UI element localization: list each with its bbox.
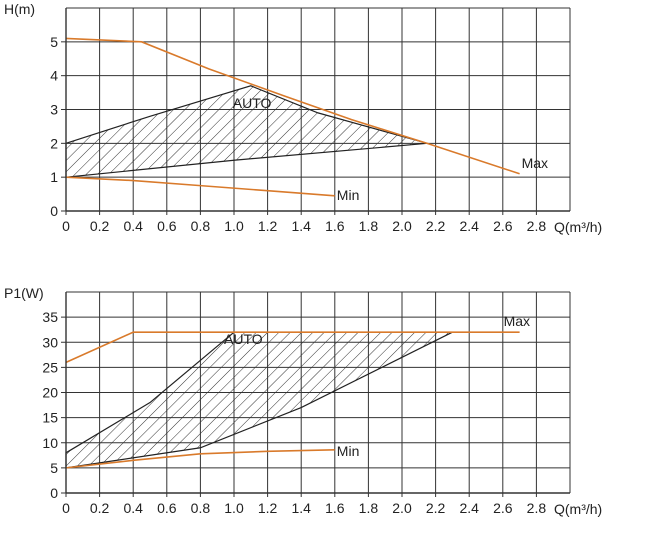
y-tick-label: 10 [42,435,58,451]
y-tick-label: 3 [50,102,58,118]
y-axis-title: P1(W) [4,285,44,301]
power-chart: 0 0.2 0.4 0.6 0.8 1.0 1.2 1.4 1.6 1.8 2.0 2.2 2.4 2.6… [4,285,602,517]
x-tick-label: 1.8 [359,218,379,234]
x-tick-label: 2.0 [392,500,412,516]
x-tick-label: 2.8 [527,218,547,234]
y-tick-label: 30 [42,334,58,350]
x-tick-label: 0.4 [123,218,143,234]
series-max-line [65,37,520,175]
y-tick-label: 1 [50,169,58,185]
y-tick-label: 4 [50,68,58,84]
series-min-line [65,176,335,197]
x-tick-label: 1.2 [258,500,278,516]
x-tick-label: 1.6 [325,218,345,234]
auto-region [65,331,453,469]
y-tick-label: 15 [42,410,58,426]
x-tick-label: 1.4 [291,218,311,234]
series-max-line [65,331,520,364]
x-tick-label: 1.0 [224,218,244,234]
y-axis-title: H(m) [4,1,35,17]
x-tick-label: 1.6 [325,500,345,516]
series-max-label: Max [504,313,530,329]
x-tick-label: 2.4 [459,218,479,234]
y-tick-label: 5 [50,460,58,476]
x-tick-label: 0 [62,500,70,516]
y-tick-label: 20 [42,385,58,401]
x-tick-label: 2.6 [493,500,513,516]
series-max-label: Max [522,155,548,171]
y-tick-label: 5 [50,34,58,50]
auto-region [65,85,428,178]
x-tick-label: 1.8 [359,500,379,516]
x-tick-label: 2.2 [426,500,446,516]
x-tick-label: 1.0 [224,500,244,516]
x-axis-title: Q(m³/h) [554,219,602,235]
x-tick-label: 0.6 [157,500,177,516]
x-tick-label: 2.2 [426,218,446,234]
x-tick-label: 0.4 [123,500,143,516]
series-min-label: Min [337,187,360,203]
y-tick-label: 0 [50,485,58,501]
x-axis-title: Q(m³/h) [554,501,602,517]
x-tick-label: 1.4 [291,500,311,516]
y-tick-label: 0 [50,203,58,219]
series-min-line [65,448,335,469]
x-tick-label: 0.6 [157,218,177,234]
x-tick-label: 0.2 [90,500,110,516]
x-tick-label: 0.2 [90,218,110,234]
auto-label: AUTO [224,331,263,347]
y-tick-label: 2 [50,135,58,151]
x-tick-label: 2.0 [392,218,412,234]
x-tick-label: 1.2 [258,218,278,234]
y-tick-label: 35 [42,309,58,325]
x-tick-label: 2.4 [459,500,479,516]
x-tick-label: 0.8 [191,500,211,516]
y-tick-label: 25 [42,359,58,375]
x-tick-label: 2.8 [527,500,547,516]
x-tick-label: 2.6 [493,218,513,234]
head-chart: 0 0.2 0.4 0.6 0.8 1.0 1.2 1.4 1.6 1.8 2.0 2.2 2.4 2.6… [4,1,602,235]
auto-label: AUTO [233,95,272,111]
x-tick-label: 0.8 [191,218,211,234]
x-tick-label: 0 [62,218,70,234]
series-min-label: Min [337,443,360,459]
